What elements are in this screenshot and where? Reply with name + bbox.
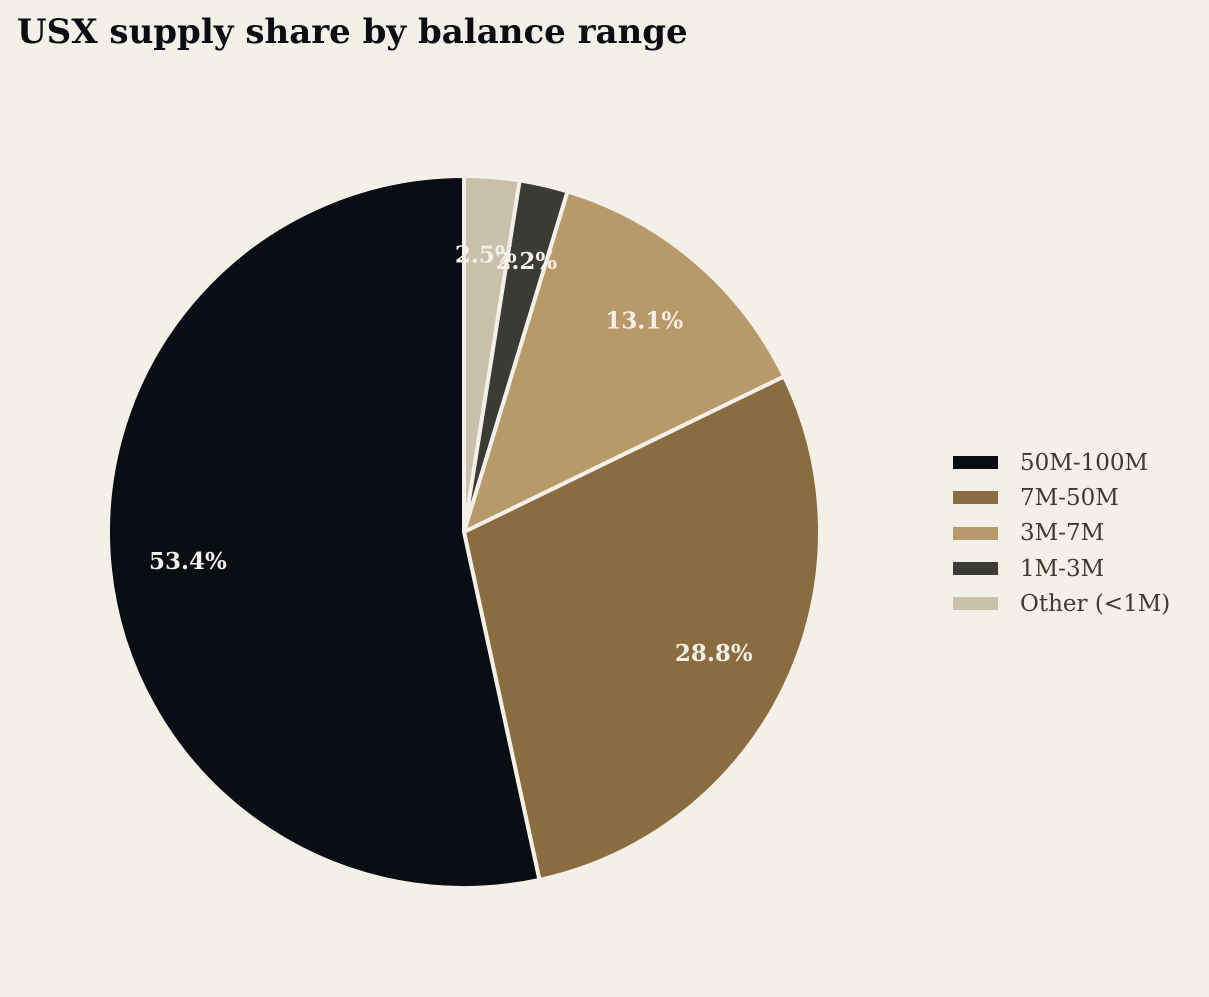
legend-label: 50M-100M bbox=[1020, 449, 1149, 476]
legend-swatch bbox=[953, 562, 998, 576]
legend-item-50m-100m: 50M-100M bbox=[953, 445, 1170, 480]
pie-slice-7m-50m bbox=[461, 373, 822, 883]
legend-item-other-1m: Other (<1M) bbox=[953, 586, 1170, 621]
pie-slice-label-1m-3m: 2.2% bbox=[495, 248, 557, 275]
pie-slice-3m-7m bbox=[460, 188, 787, 536]
pie-slice-label-other-1m: 2.5% bbox=[455, 242, 517, 269]
legend-swatch bbox=[953, 597, 998, 611]
legend-item-7m-50m: 7M-50M bbox=[953, 480, 1170, 515]
pie-slice-50m-100m bbox=[106, 173, 542, 890]
legend-label: 3M-7M bbox=[1020, 520, 1105, 547]
chart-title: USX supply share by balance range bbox=[17, 12, 688, 52]
legend-swatch bbox=[953, 456, 998, 470]
legend-label: 1M-3M bbox=[1020, 555, 1105, 582]
legend-label: 7M-50M bbox=[1020, 484, 1119, 511]
pie-slice-label-7m-50m: 28.8% bbox=[675, 640, 753, 667]
pie-slices bbox=[106, 173, 822, 890]
legend-swatch bbox=[953, 491, 998, 505]
legend-label: Other (<1M) bbox=[1020, 590, 1171, 617]
pie-slice-labels: 2.5%2.2% 13.1% 28.8% 53.4% bbox=[149, 242, 753, 667]
legend-item-3m-7m: 3M-7M bbox=[953, 516, 1170, 551]
legend-swatch bbox=[953, 526, 998, 540]
pie-slice-label-3m-7m: 13.1% bbox=[605, 307, 683, 334]
chart-legend: 50M-100M 7M-50M 3M-7M 1M-3M Other (<1M) bbox=[953, 445, 1170, 621]
legend-item-1m-3m: 1M-3M bbox=[953, 551, 1170, 586]
pie-slice-label-50m-100m: 53.4% bbox=[149, 548, 227, 575]
